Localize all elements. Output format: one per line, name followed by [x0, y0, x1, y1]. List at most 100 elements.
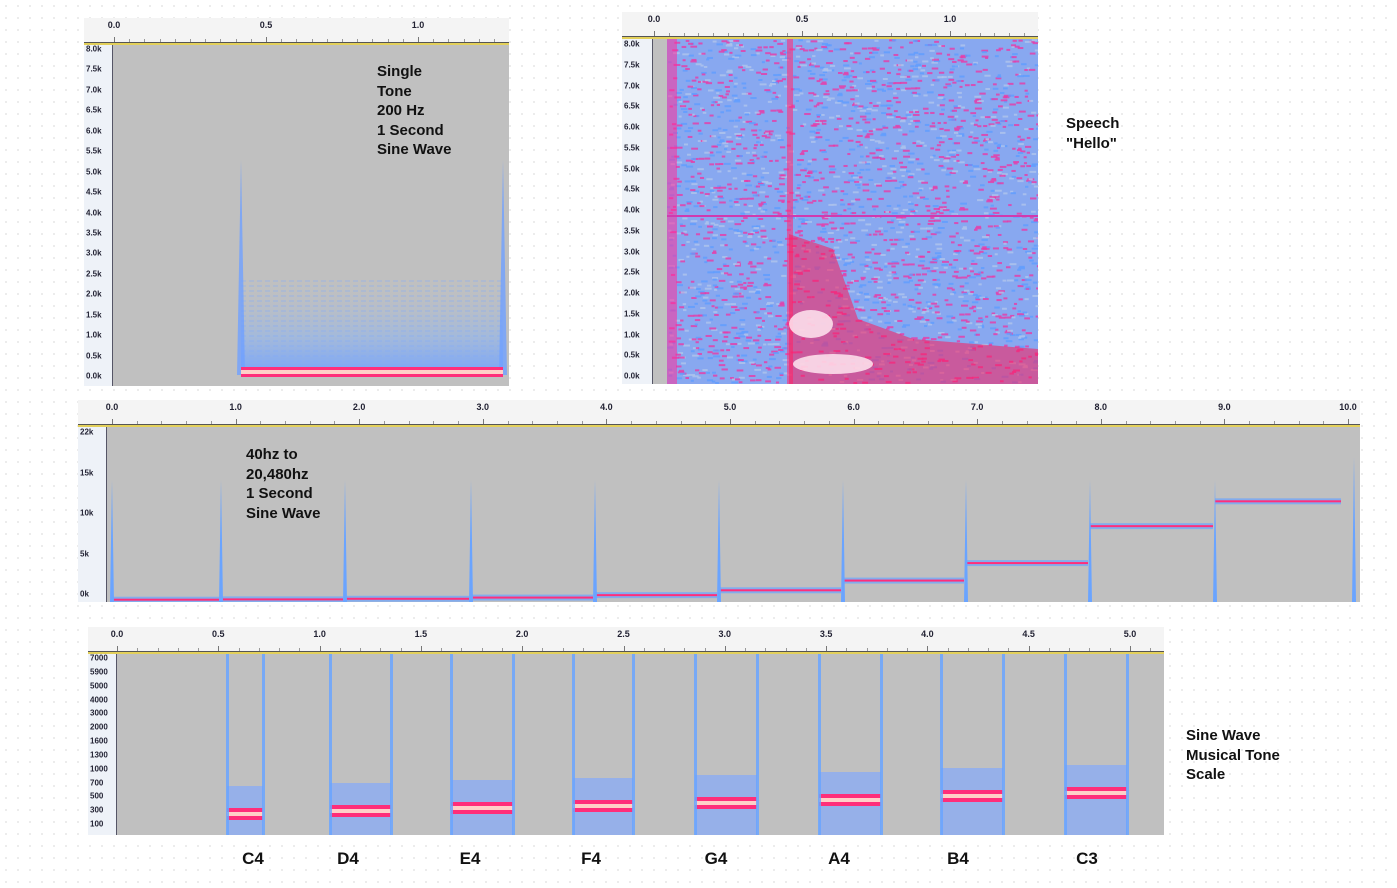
noise-speck	[991, 177, 997, 180]
time-ruler[interactable]: 0.0 0.5 1.0	[622, 12, 1038, 39]
noise-speck	[808, 176, 815, 179]
noise-speck	[758, 110, 765, 113]
noise-speck	[1021, 329, 1026, 332]
noise-speck	[763, 273, 770, 276]
noise-speck	[818, 171, 822, 174]
time-tick-minor	[210, 421, 212, 424]
time-ruler[interactable]: 0.0 1.0 2.0 3.0 4.0 5.0 6.0 7.0 8.0 9.0 10.0	[78, 400, 1360, 427]
noise-speck	[998, 316, 1006, 319]
time-tick-minor	[713, 33, 715, 36]
noise-speck	[986, 234, 990, 237]
noise-speck	[761, 167, 765, 170]
frequency-axis[interactable]: 8.0k 7.5k 7.0k 6.5k 6.0k 5.5k 5.0k 4.5k 4.0k 3.5k…	[84, 45, 113, 386]
noise-speck	[772, 119, 777, 122]
noise-speck	[692, 347, 699, 350]
noise-speck	[721, 368, 728, 371]
frequency-tick-label: 4000	[90, 695, 108, 704]
noise-speck	[985, 87, 990, 90]
noise-speck	[908, 130, 915, 133]
spectrogram-plot[interactable]	[653, 39, 1038, 384]
time-tick-minor	[683, 33, 685, 36]
noise-speck	[734, 203, 740, 206]
frequency-axis[interactable]: 8.0k 7.5k 7.0k 6.5k 6.0k 5.5k 5.0k 4.5k 4.0k 3.5k…	[622, 39, 653, 384]
time-tick-mark	[112, 419, 113, 424]
noise-speck	[936, 256, 942, 259]
noise-speck	[846, 89, 852, 92]
noise-speck	[951, 288, 955, 291]
noise-speck	[717, 189, 723, 192]
annotation-line: Speech	[1066, 115, 1120, 132]
time-tick-minor	[296, 39, 298, 42]
noise-speck	[879, 154, 884, 157]
noise-speck	[707, 49, 713, 52]
noise-speck	[878, 227, 884, 230]
time-tick-minor	[979, 33, 981, 36]
note-band-core	[695, 801, 757, 805]
noise-speck	[1029, 40, 1035, 43]
noise-speck	[994, 55, 999, 58]
noise-speck	[970, 270, 974, 273]
noise-speck	[681, 164, 687, 167]
noise-speck	[706, 259, 714, 262]
noise-speck	[934, 197, 941, 200]
noise-speck	[745, 184, 753, 187]
spectrogram-plot[interactable]	[117, 654, 1164, 835]
noise-speck	[932, 154, 936, 157]
noise-speck	[941, 260, 949, 263]
noise-speck	[765, 367, 771, 370]
noise-speck	[675, 353, 681, 356]
noise-speck	[930, 43, 937, 46]
noise-speck	[909, 238, 916, 241]
time-ruler[interactable]: 0.0 0.5 1.0	[84, 18, 509, 45]
spectrogram-plot[interactable]	[113, 45, 509, 386]
noise-speck	[688, 107, 692, 110]
noise-speck	[760, 201, 766, 204]
noise-speck	[711, 305, 715, 308]
time-tick-minor	[631, 421, 633, 424]
noise-speck	[1016, 212, 1022, 215]
noise-speck	[1014, 274, 1021, 277]
noise-speck	[997, 262, 1002, 265]
noise-speck	[876, 184, 882, 187]
noise-speck	[905, 242, 910, 245]
noise-speck	[813, 93, 817, 96]
noise-speck	[856, 129, 863, 132]
noise-speck	[868, 56, 875, 59]
time-tick-minor	[174, 39, 176, 42]
time-tick-minor	[765, 648, 767, 651]
noise-speck	[740, 323, 746, 326]
noise-speck	[731, 94, 738, 97]
noise-speck	[817, 238, 825, 241]
noise-speck	[781, 200, 785, 203]
noise-speck	[948, 118, 956, 121]
noise-speck	[834, 101, 841, 104]
noise-speck	[848, 290, 855, 293]
noise-speck	[869, 152, 876, 155]
annotation-line: Scale	[1186, 766, 1226, 783]
noise-speck	[930, 261, 938, 264]
time-tick-label: 6.0	[847, 402, 860, 412]
noise-speck	[872, 208, 876, 211]
time-ruler[interactable]: 0.0 0.5 1.0 1.5 2.0 2.5 3.0 3.5 4.0 4.5 5.0	[88, 627, 1164, 654]
noise-speck	[727, 220, 734, 223]
noise-speck	[783, 372, 789, 375]
noise-speck	[999, 165, 1007, 168]
noise-speck	[1020, 150, 1026, 153]
noise-speck	[987, 225, 993, 228]
noise-speck	[759, 143, 764, 146]
noise-speck	[1031, 182, 1036, 185]
spectrogram-plot[interactable]	[107, 427, 1360, 602]
time-tick-minor	[433, 39, 435, 42]
noise-speck	[734, 288, 740, 291]
noise-speck	[737, 342, 742, 345]
noise-speck	[1017, 75, 1024, 78]
noise-speck	[724, 303, 731, 306]
noise-speck	[829, 171, 836, 174]
time-tick-label: 0.5	[259, 20, 273, 30]
frequency-axis[interactable]: 7000 5900 5000 4000 3000 2000 1600 1300 1000 700 5…	[88, 654, 117, 835]
time-tick-minor	[177, 648, 179, 651]
noise-speck	[704, 302, 712, 305]
noise-speck	[777, 94, 781, 97]
frequency-axis[interactable]: 22k 15k 10k 5k 0k	[78, 427, 107, 602]
noise-speck	[889, 238, 894, 241]
